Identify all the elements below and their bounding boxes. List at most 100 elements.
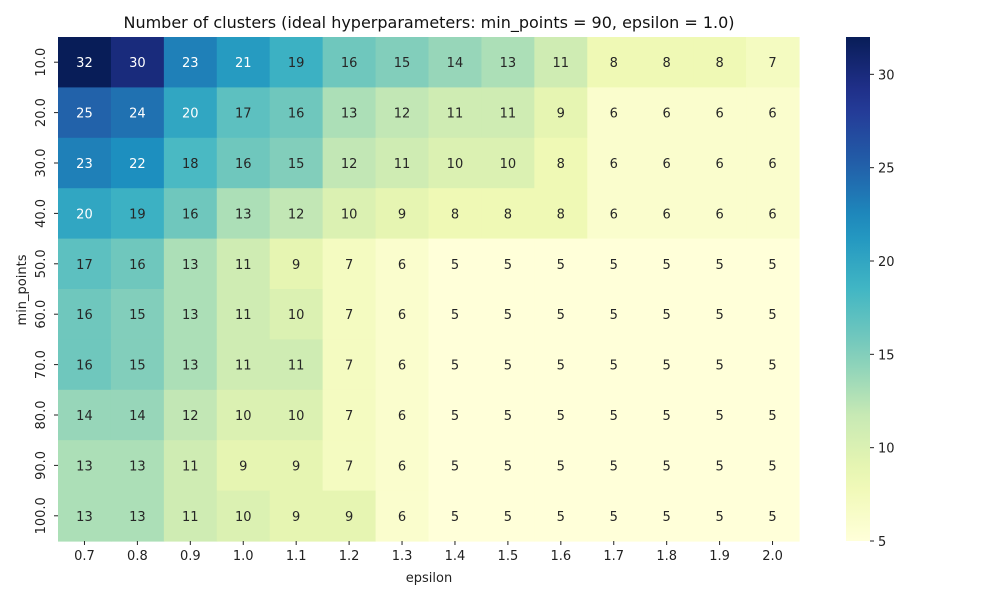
colorbar-tick-label: 15 — [878, 348, 895, 363]
cell-value-label: 16 — [341, 56, 358, 71]
cell-value-label: 16 — [129, 258, 146, 273]
cell-value-label: 5 — [715, 308, 723, 323]
heatmap-cell — [587, 389, 641, 441]
heatmap-cell — [481, 440, 535, 492]
heatmap-cell-labels: 32 30 23 21 19 16 15 14 13 11 8 8 8 7 25 24 20 17 16 13 12 11… — [76, 56, 776, 525]
heatmap-cell — [693, 339, 747, 391]
y-tick-label: 20.0 — [34, 98, 49, 127]
cell-value-label: 12 — [341, 157, 358, 172]
heatmap-cell — [640, 440, 694, 492]
cell-value-label: 6 — [663, 157, 671, 172]
heatmap-cell — [216, 339, 271, 391]
cell-value-label: 10 — [288, 308, 305, 323]
heatmap-cell — [375, 238, 430, 290]
cell-value-label: 8 — [451, 207, 459, 222]
colorbar — [846, 37, 870, 541]
cell-value-label: 5 — [557, 459, 565, 474]
cell-value-label: 15 — [288, 157, 305, 172]
cell-value-label: 6 — [610, 157, 618, 172]
heatmap-cell — [110, 289, 165, 340]
heatmap-cell — [322, 289, 377, 340]
cell-value-label: 19 — [288, 56, 305, 71]
x-tick-label: 1.9 — [709, 549, 730, 564]
cell-value-label: 5 — [451, 510, 459, 525]
heatmap-cell — [322, 87, 377, 139]
heatmap-cell — [481, 490, 535, 542]
cell-value-label: 10 — [235, 409, 252, 424]
cell-value-label: 13 — [235, 207, 252, 222]
heatmap-cell — [428, 389, 483, 441]
heatmap-cell — [216, 389, 271, 441]
cell-value-label: 15 — [129, 359, 146, 374]
cell-value-label: 13 — [341, 107, 358, 122]
heatmap-cell — [534, 137, 588, 189]
cell-value-label: 8 — [715, 56, 723, 71]
cell-value-label: 5 — [610, 459, 618, 474]
heatmap-cell — [693, 137, 747, 189]
heatmap-cell — [693, 440, 747, 492]
heatmap-cell — [587, 289, 641, 340]
heatmap-cell — [322, 490, 377, 542]
heatmap-cell — [746, 289, 800, 340]
cell-value-label: 6 — [398, 308, 406, 323]
cell-value-label: 5 — [663, 308, 671, 323]
cell-value-label: 9 — [345, 510, 353, 525]
heatmap-cell — [322, 389, 377, 441]
heatmap-cell — [58, 238, 112, 290]
heatmap-cell — [428, 188, 483, 240]
heatmap-cell — [587, 490, 641, 542]
cell-value-label: 5 — [715, 359, 723, 374]
heatmap-cell — [428, 37, 483, 88]
heatmap-cell — [587, 188, 641, 240]
cell-value-label: 19 — [129, 207, 146, 222]
x-tick-label: 1.8 — [656, 549, 677, 564]
cell-value-label: 5 — [768, 308, 776, 323]
y-tick-label: 60.0 — [34, 300, 49, 329]
heatmap-cell — [746, 389, 800, 441]
heatmap-cell — [375, 37, 430, 88]
cell-value-label: 11 — [235, 359, 252, 374]
heatmap-cell — [163, 339, 218, 391]
heatmap-cell — [110, 188, 165, 240]
heatmap-cell — [587, 440, 641, 492]
cell-value-label: 14 — [76, 409, 93, 424]
cell-value-label: 12 — [288, 207, 305, 222]
cell-value-label: 17 — [235, 107, 252, 122]
heatmap-cell — [640, 389, 694, 441]
heatmap-cell — [587, 137, 641, 189]
heatmap-cell — [481, 137, 535, 189]
cell-value-label: 15 — [129, 308, 146, 323]
cell-value-label: 25 — [76, 107, 93, 122]
cell-value-label: 7 — [345, 409, 353, 424]
heatmap-cell — [587, 339, 641, 391]
x-axis-label: epsilon — [406, 571, 452, 586]
heatmap-cell — [693, 389, 747, 441]
cell-value-label: 6 — [610, 107, 618, 122]
colorbar-ticks: 5 10 15 20 25 30 — [870, 68, 895, 550]
cell-value-label: 6 — [663, 107, 671, 122]
heatmap-cell — [640, 188, 694, 240]
cell-value-label: 23 — [76, 157, 93, 172]
heatmap-cell — [58, 490, 112, 542]
heatmap-cell — [58, 188, 112, 240]
heatmap-cell — [163, 440, 218, 492]
colorbar-tick-label: 5 — [878, 535, 886, 550]
heatmap-cell — [216, 490, 271, 542]
cell-value-label: 5 — [451, 308, 459, 323]
y-tick-label: 90.0 — [34, 451, 49, 480]
cell-value-label: 5 — [715, 459, 723, 474]
cell-value-label: 11 — [182, 459, 199, 474]
heatmap-cell — [746, 339, 800, 391]
x-tick-label: 1.2 — [339, 549, 360, 564]
heatmap-cell — [216, 87, 271, 139]
heatmap-cell — [163, 188, 218, 240]
cell-value-label: 16 — [76, 308, 93, 323]
cell-value-label: 22 — [129, 157, 146, 172]
heatmap-cell — [269, 389, 324, 441]
cell-value-label: 11 — [553, 56, 570, 71]
heatmap-cell — [746, 137, 800, 189]
cell-value-label: 6 — [398, 258, 406, 273]
cell-value-label: 5 — [504, 258, 512, 273]
x-tick-label: 1.5 — [498, 549, 519, 564]
